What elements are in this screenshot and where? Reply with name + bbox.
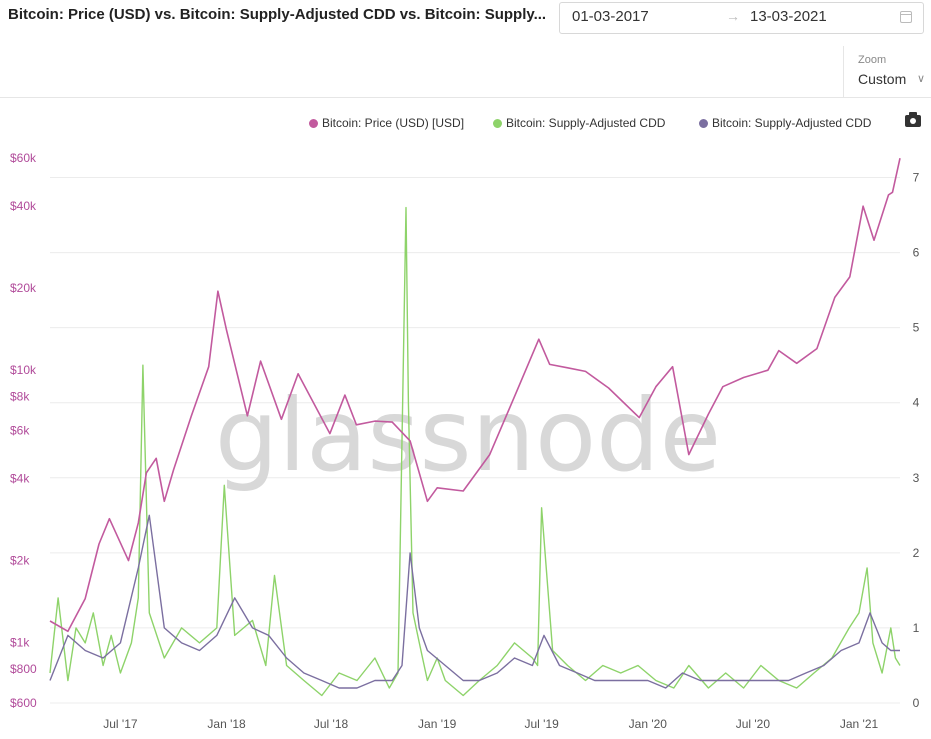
y-left-tick-label: $8k bbox=[10, 390, 30, 404]
y-right-tick-label: 5 bbox=[913, 321, 920, 335]
y-left-tick-label: $600 bbox=[10, 696, 37, 710]
y-right-tick-label: 4 bbox=[913, 396, 920, 410]
zoom-value[interactable]: Custom bbox=[858, 71, 907, 87]
y-left-tick-label: $40k bbox=[10, 199, 37, 213]
date-end-input[interactable]: 13-03-2021 bbox=[750, 8, 827, 25]
y-right-tick-label: 6 bbox=[913, 246, 920, 260]
x-tick-label: Jan '21 bbox=[840, 717, 879, 731]
x-tick-label: Jan '19 bbox=[418, 717, 457, 731]
y-left-tick-label: $6k bbox=[10, 424, 30, 438]
y-right-tick-label: 7 bbox=[913, 171, 920, 185]
series-line-2 bbox=[49, 514, 900, 689]
chart-title: Bitcoin: Price (USD) vs. Bitcoin: Supply… bbox=[8, 6, 547, 23]
zoom-select[interactable]: Zoom Custom ∨ bbox=[843, 46, 931, 98]
camera-icon[interactable] bbox=[905, 112, 921, 127]
grid bbox=[50, 177, 900, 704]
date-start-input[interactable]: 01-03-2017 bbox=[572, 8, 649, 25]
y-right-tick-label: 1 bbox=[913, 621, 920, 635]
x-tick-label: Jan '18 bbox=[207, 717, 246, 731]
x-tick-label: Jul '18 bbox=[314, 717, 349, 731]
watermark: glassnode bbox=[215, 377, 721, 494]
legend-label: Bitcoin: Supply-Adjusted CDD bbox=[506, 116, 666, 130]
legend-dot-icon bbox=[699, 119, 708, 128]
y-left-tick-label: $4k bbox=[10, 472, 30, 486]
y-left-tick-label: $1k bbox=[10, 636, 30, 650]
axes: 0 1 2 3 4 5 6 7 $600 $800 $1k $2k $4k $6k $8k $10k $20k $… bbox=[10, 151, 920, 731]
legend-label: Bitcoin: Supply-Adjusted CDD bbox=[712, 116, 872, 130]
y-left-tick-label: $800 bbox=[10, 662, 37, 676]
series-line-0 bbox=[49, 158, 901, 633]
x-tick-label: Jul '17 bbox=[103, 717, 138, 731]
legend-item-price[interactable]: Bitcoin: Price (USD) [USD] bbox=[309, 116, 464, 132]
date-range-picker[interactable]: 01-03-2017 → 13-03-2021 bbox=[559, 2, 924, 34]
divider bbox=[0, 97, 931, 98]
series-group bbox=[49, 158, 901, 697]
y-right-tick-label: 3 bbox=[913, 471, 920, 485]
legend-item-cdd[interactable]: Bitcoin: Supply-Adjusted CDD bbox=[493, 116, 665, 132]
arrow-right-icon: → bbox=[726, 8, 740, 24]
y-left-tick-label: $2k bbox=[10, 554, 30, 568]
chevron-down-icon[interactable]: ∨ bbox=[917, 73, 926, 85]
chart-header: Bitcoin: Price (USD) vs. Bitcoin: Supply… bbox=[0, 0, 931, 40]
legend-dot-icon bbox=[493, 119, 502, 128]
zoom-label: Zoom bbox=[858, 54, 887, 66]
x-tick-label: Jan '20 bbox=[629, 717, 668, 731]
y-right-tick-label: 2 bbox=[913, 546, 920, 560]
y-left-tick-label: $20k bbox=[10, 281, 37, 295]
x-tick-label: Jul '20 bbox=[736, 717, 771, 731]
legend-label: Bitcoin: Price (USD) [USD] bbox=[322, 116, 465, 130]
y-right-tick-label: 0 bbox=[913, 696, 920, 710]
legend-dot-icon bbox=[309, 119, 318, 128]
y-left-tick-label: $60k bbox=[10, 151, 37, 165]
x-tick-label: Jul '19 bbox=[524, 717, 559, 731]
legend-item-cdd-avg[interactable]: Bitcoin: Supply-Adjusted CDD bbox=[699, 116, 871, 132]
series-line-1 bbox=[49, 206, 901, 697]
calendar-icon[interactable] bbox=[900, 11, 912, 23]
y-left-tick-label: $10k bbox=[10, 363, 37, 377]
